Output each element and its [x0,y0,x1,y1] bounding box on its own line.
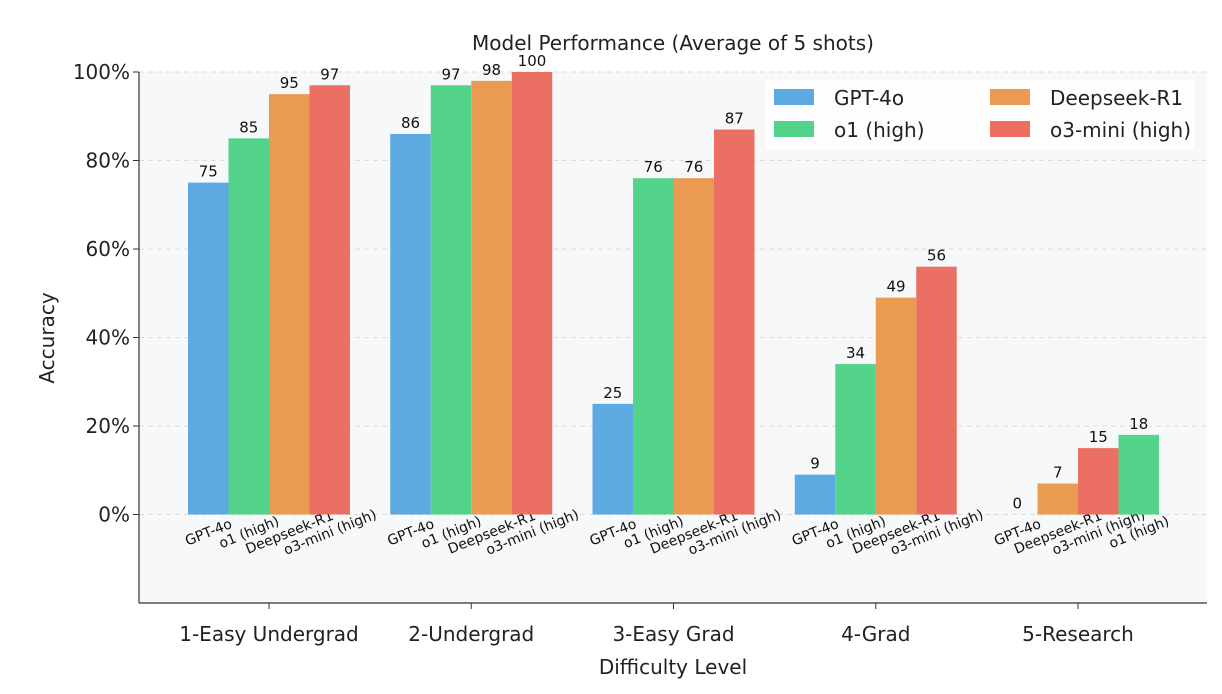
x-categories: 1-Easy Undergrad 2-Undergrad 3-Easy Grad 4-… [179,603,1134,646]
x-category-label: 1-Easy Undergrad [179,622,359,646]
bar [592,403,633,515]
bar-value-label: 86 [401,114,420,132]
legend-swatch [774,121,814,137]
bar [673,178,714,515]
bar-value-label: 9 [810,455,820,473]
bar-value-label: 7 [1053,464,1063,482]
bar-value-label: 76 [684,158,703,176]
bar-value-label: 34 [846,344,865,362]
legend-swatch [774,89,814,105]
bar-value-label: 97 [320,65,339,83]
chart-title: Model Performance (Average of 5 shots) [472,31,874,55]
y-ticks: 0% 20% 40% 60% 80% 100% [73,60,139,527]
legend-swatch [990,89,1030,105]
y-tick-label: 20% [86,414,130,438]
y-tick-label: 40% [86,326,130,350]
legend: GPT-4o Deepseek-R1 o1 (high) o3-mini (high) [765,80,1195,150]
bar-value-label: 76 [644,158,663,176]
bar [794,474,836,515]
legend-entry: o3-mini (high) [1050,118,1191,142]
legend-entry: o1 (high) [834,118,925,142]
legend-entry: GPT-4o [834,86,904,110]
y-tick-label: 60% [86,237,130,261]
y-tick-label: 100% [73,60,130,84]
x-category-label: 3-Easy Grad [612,622,734,646]
legend-box [765,80,1195,150]
x-category-label: 2-Undergrad [408,622,534,646]
bar-value-label: 98 [482,61,501,79]
bar [471,80,512,515]
bar [916,266,957,515]
bar-value-label: 18 [1129,415,1148,433]
bar [188,182,229,515]
bar-value-label: 97 [441,65,460,83]
bar [835,364,876,515]
bar [228,138,269,515]
bar-value-label: 0 [1012,495,1022,513]
y-tick-label: 0% [98,503,130,527]
bar [714,129,755,515]
bar-value-label: 100 [518,52,547,70]
bar [269,94,310,515]
bar-value-label: 75 [199,163,218,181]
legend-entry: Deepseek-R1 [1050,86,1183,110]
x-axis-label: Difficulty Level [599,655,747,679]
bar [309,85,350,515]
y-axis-label: Accuracy [35,292,59,383]
bar [633,178,674,515]
bar [1118,434,1159,515]
bar-value-label: 85 [239,118,258,136]
bar [430,85,472,515]
legend-swatch [990,121,1030,137]
bar [1078,448,1119,515]
bar [511,72,553,515]
bar-value-label: 87 [725,110,744,128]
bar [1037,483,1078,515]
bar [390,133,431,515]
bar-value-label: 49 [886,278,905,296]
y-tick-label: 80% [86,149,130,173]
bar-value-label: 95 [280,74,299,92]
bar-value-label: 15 [1089,428,1108,446]
x-category-label: 5-Research [1022,622,1134,646]
bar [875,297,917,515]
bar-value-label: 25 [603,384,622,402]
bar-value-label: 56 [927,247,946,265]
x-category-label: 4-Grad [841,622,910,646]
